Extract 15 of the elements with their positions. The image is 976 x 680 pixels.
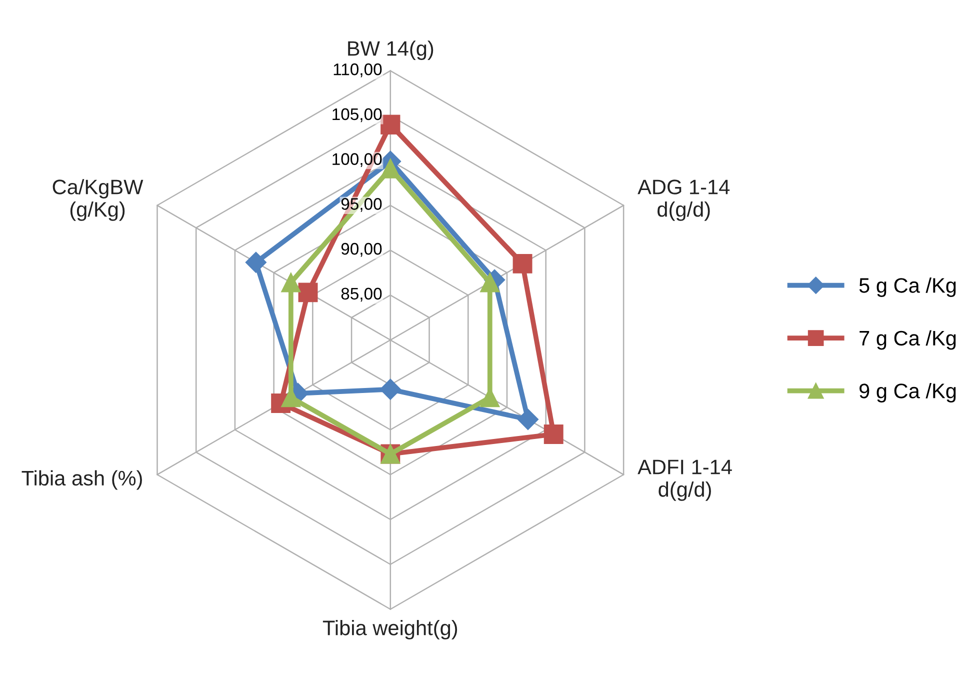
spoke-label: ADG 1-14 d(g/d) <box>638 180 730 221</box>
y-tick-label: 105,00 <box>332 108 382 122</box>
legend-label: 7 g Ca /Kg <box>860 330 956 350</box>
spoke-label: ADFI 1-14 d(g/d) <box>638 460 732 501</box>
y-tick-label: 100,00 <box>332 153 382 167</box>
y-tick-label: 95,00 <box>341 198 382 212</box>
y-tick-label: 90,00 <box>341 242 382 257</box>
spoke-label: Ca/KgBW (g/Kg) <box>52 179 144 221</box>
legend-label: 9 g Ca /Kg <box>860 383 956 402</box>
y-tick-label: 85,00 <box>341 288 382 302</box>
spoke-label: Tibia ash (%) <box>22 470 142 490</box>
legend-label: 5 g Ca /Kg <box>859 278 956 297</box>
spoke-label: BW 14(g) <box>348 40 434 60</box>
spoke-label: Tibia weight(g) <box>322 620 458 640</box>
y-tick-label: 110,00 <box>334 63 382 78</box>
